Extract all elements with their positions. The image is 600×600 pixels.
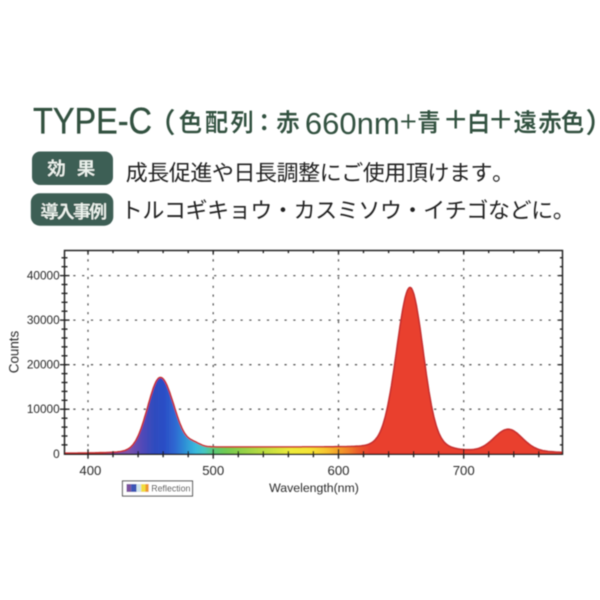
svg-text:Wavelength(nm): Wavelength(nm) <box>269 481 359 495</box>
svg-text:TYPE-C: TYPE-C <box>33 99 152 141</box>
svg-text:500: 500 <box>202 463 224 478</box>
svg-text:0: 0 <box>53 447 60 461</box>
svg-text:30000: 30000 <box>27 313 60 327</box>
svg-text:20000: 20000 <box>27 358 60 372</box>
svg-text:600: 600 <box>327 463 349 478</box>
svg-text:400: 400 <box>79 463 101 478</box>
svg-text:Counts: Counts <box>6 330 21 373</box>
svg-text:700: 700 <box>453 463 475 478</box>
svg-text:10000: 10000 <box>27 402 60 416</box>
svg-text:660nm: 660nm <box>305 106 400 141</box>
svg-text:Reflection: Reflection <box>151 484 190 494</box>
svg-text:40000: 40000 <box>27 269 60 283</box>
